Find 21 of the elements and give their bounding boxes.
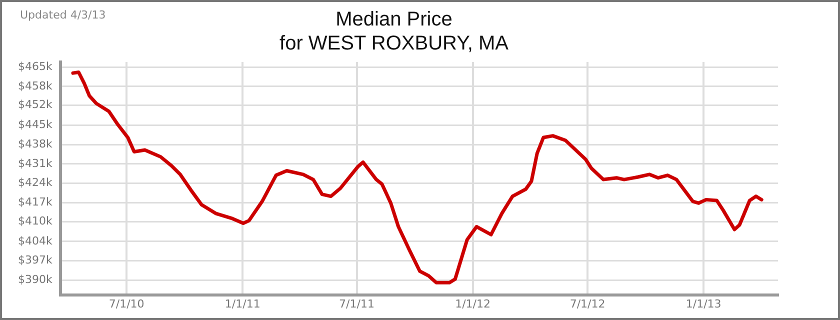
chart-subtitle: for WEST ROXBURY, MA — [280, 32, 510, 55]
y-tick-label: $410k — [18, 214, 53, 228]
y-tick-label: $452k — [18, 98, 53, 112]
y-tick-label: $404k — [18, 234, 53, 248]
x-tick-label: 7/1/12 — [570, 297, 606, 310]
y-tick-label: $431k — [18, 156, 53, 170]
x-tick-label: 1/1/11 — [224, 297, 260, 310]
chart-title: Median Price — [336, 8, 452, 31]
text: Updated 4/3/13 — [20, 8, 106, 22]
y-tick-label: $417k — [18, 195, 53, 208]
x-tick-label: 7/1/10 — [108, 297, 144, 310]
y-tick-label: $445k — [18, 118, 53, 132]
x-tick-label: 1/1/12 — [455, 297, 490, 310]
x-tick-label: 7/1/11 — [339, 297, 374, 310]
y-tick-label: $397k — [18, 254, 53, 267]
y-tick-label: $465k — [18, 60, 53, 73]
x-tick-label: 1/1/13 — [686, 297, 722, 310]
y-tick-label: $458k — [18, 79, 53, 92]
y-tick-label: $438k — [18, 137, 53, 150]
y-tick-label: $424k — [18, 176, 53, 190]
y-tick-label: $390k — [18, 272, 53, 286]
